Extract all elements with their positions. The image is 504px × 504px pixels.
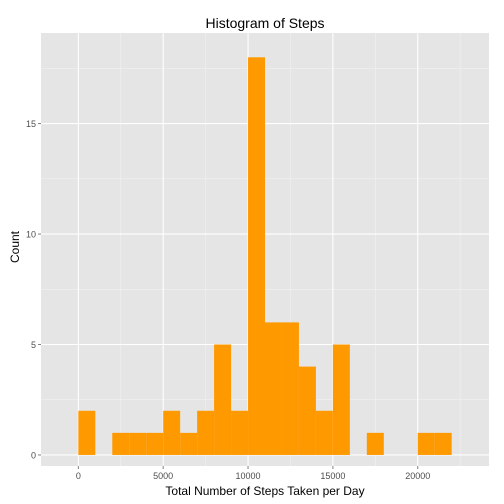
histogram-bar (248, 57, 265, 455)
histogram-bar (129, 432, 147, 455)
histogram-bar (417, 432, 435, 455)
x-tick-label: 20000 (405, 471, 430, 481)
histogram-bar (315, 410, 333, 455)
y-tick-label: 10 (26, 230, 36, 240)
histogram-bar (112, 432, 130, 455)
y-tick-label: 5 (31, 340, 36, 350)
y-axis-label: Count (8, 230, 22, 263)
y-tick-label: 0 (31, 450, 36, 460)
histogram-bar (281, 322, 299, 455)
x-axis-ticks: 0 5000 10000 15000 20000 (76, 466, 430, 481)
x-tick-label: 0 (76, 471, 81, 481)
histogram-bar (78, 410, 96, 455)
y-tick-label: 15 (26, 119, 36, 129)
histogram-bar (366, 432, 384, 455)
x-tick-label: 15000 (320, 471, 345, 481)
histogram-bar (180, 432, 198, 455)
histogram-bar (231, 410, 249, 455)
histogram-bar (298, 366, 316, 455)
histogram-bar (434, 432, 452, 455)
histogram-bars (78, 57, 452, 455)
histogram-bar (197, 410, 215, 455)
histogram-bar (332, 344, 350, 455)
x-tick-label: 10000 (236, 471, 261, 481)
histogram-bar (214, 344, 232, 455)
histogram-bar (265, 322, 282, 455)
histogram-bar (146, 432, 164, 455)
x-tick-label: 5000 (153, 471, 173, 481)
y-axis-ticks: 0 5 10 15 (26, 119, 41, 460)
histogram-bar (163, 410, 181, 455)
x-axis-label: Total Number of Steps Taken per Day (165, 484, 364, 498)
chart-title: Histogram of Steps (205, 15, 324, 31)
